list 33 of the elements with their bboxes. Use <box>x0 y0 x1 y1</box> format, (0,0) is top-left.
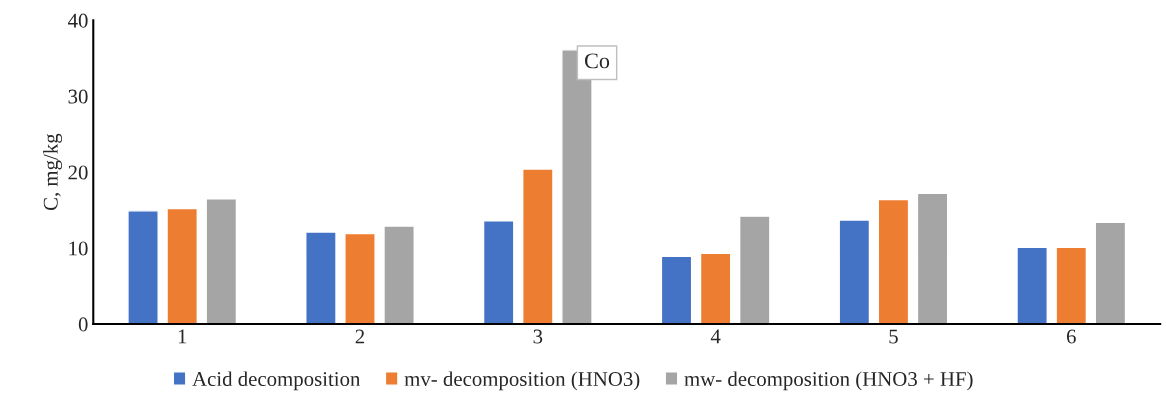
bar <box>877 198 910 324</box>
x-tick-label: 2 <box>355 329 365 344</box>
legend-label: mw- decomposition (HNO3 + HF) <box>684 371 973 391</box>
bar <box>660 255 693 324</box>
y-tick-label: 0 <box>78 317 88 332</box>
legend-label: Acid decomposition <box>192 371 361 391</box>
legend-label: mv- decomposition (HNO3) <box>404 371 640 391</box>
y-axis-title: C, mg/kg <box>43 133 63 211</box>
x-tick-label: 5 <box>889 329 898 344</box>
y-tick-label: 20 <box>68 165 88 180</box>
y-tick-label: 30 <box>68 89 88 104</box>
bar <box>838 219 871 324</box>
bar <box>699 252 732 324</box>
y-tick-label: 10 <box>69 241 88 256</box>
bar <box>522 168 554 324</box>
x-tick-label: 4 <box>710 329 721 344</box>
bar <box>127 210 159 324</box>
bar <box>205 198 238 324</box>
bar <box>738 215 771 324</box>
x-tick-label: 3 <box>533 329 543 344</box>
bar <box>1016 246 1048 324</box>
x-tick-label: 1 <box>178 329 187 344</box>
bar <box>1094 221 1127 324</box>
bar <box>344 232 376 324</box>
annotation: Co <box>584 53 610 69</box>
y-tick-label: 40 <box>67 13 88 28</box>
bar <box>482 220 515 324</box>
bar <box>305 231 337 324</box>
bar <box>383 225 415 324</box>
bar <box>166 207 198 324</box>
bar <box>1055 246 1088 324</box>
bar <box>916 192 949 324</box>
x-tick-label: 6 <box>1066 329 1076 344</box>
